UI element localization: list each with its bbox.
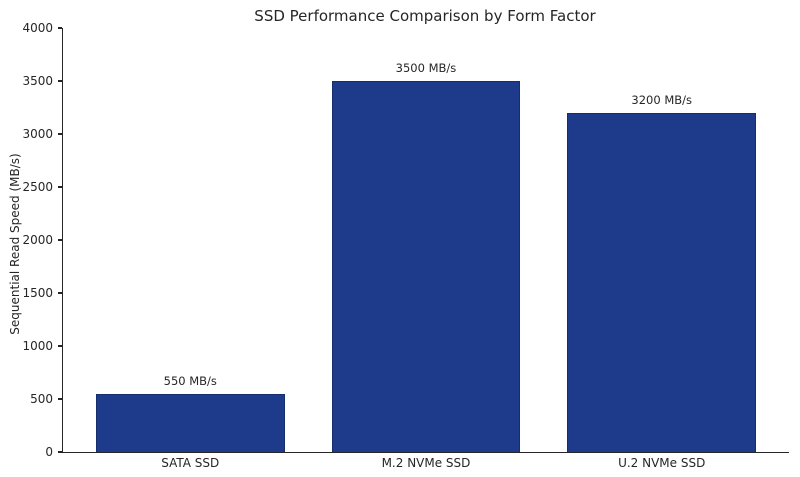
y-tick-label: 1000 <box>22 339 53 353</box>
bar-value-label: 3200 MB/s <box>631 92 692 107</box>
bar-u-2-nvme-ssd <box>567 112 756 452</box>
y-tick-mark <box>57 27 62 29</box>
y-tick-mark <box>57 398 62 400</box>
y-tick-label: 1500 <box>22 286 53 300</box>
plot-area: 0 500 1000 1500 2000 2500 3000 3500 4000 550 MB/s… <box>22 21 789 470</box>
chart-title: SSD Performance Comparison by Form Facto… <box>254 7 596 25</box>
x-tick-label: M.2 NVMe SSD <box>381 456 471 470</box>
y-tick-mark <box>57 345 62 347</box>
x-tick-label: SATA SSD <box>161 456 220 470</box>
y-tick-mark <box>57 133 62 135</box>
bar-m-2-nvme-ssd <box>331 81 521 452</box>
y-tick-mark <box>57 239 62 241</box>
y-tick-label: 2500 <box>22 180 53 194</box>
y-tick-mark <box>57 186 62 188</box>
y-tick-mark <box>57 80 62 82</box>
x-tick-label: U.2 NVMe SSD <box>618 456 706 470</box>
y-tick-mark <box>57 451 62 453</box>
bar-value-label: 550 MB/s <box>163 373 217 388</box>
y-tick-label: 500 <box>30 392 53 406</box>
bar-value-label: 3500 MB/s <box>395 61 457 75</box>
y-tick-label: 4000 <box>22 21 53 35</box>
y-tick-label: 2000 <box>22 233 53 247</box>
bar-sata-ssd <box>96 393 285 452</box>
y-tick-label: 3500 <box>22 74 53 88</box>
y-tick-mark <box>57 292 62 294</box>
y-tick-label: 0 <box>45 445 53 459</box>
y-tick-label: 3000 <box>22 127 53 141</box>
